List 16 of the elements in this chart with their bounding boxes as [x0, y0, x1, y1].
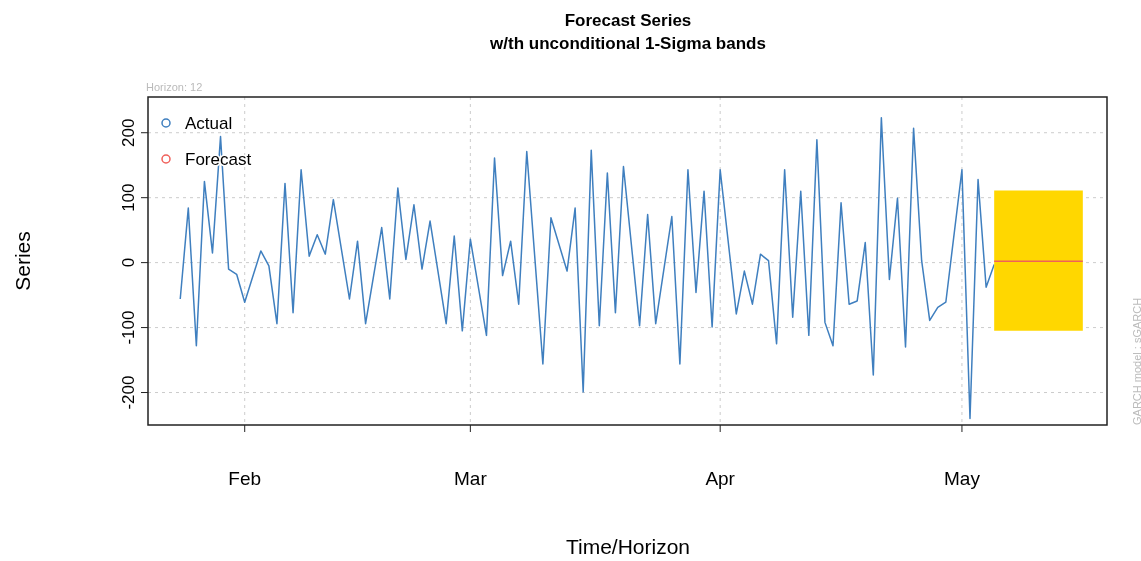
y-tick-label: 200 — [119, 118, 138, 147]
chart-title: Forecast Series — [564, 11, 692, 30]
x-tick-label: Mar — [453, 468, 488, 489]
x-tick-label: Apr — [705, 468, 736, 489]
chart-subtitle: w/th unconditional 1-Sigma bands — [489, 34, 766, 53]
x-tick-label: May — [943, 468, 981, 489]
legend-label: Actual — [185, 114, 233, 133]
text: GARCH model : sGARCH — [1131, 297, 1141, 425]
y-tick-label: 100 — [119, 183, 138, 212]
text: Horizon: 12 — [146, 81, 203, 93]
x-tick-label: Feb — [228, 468, 262, 489]
y-tick-label: 0 — [119, 257, 138, 268]
y-axis-title: Series — [11, 231, 34, 291]
x-axis-title: Time/Horizon — [565, 535, 691, 558]
y-tick-label: -200 — [119, 375, 138, 410]
y-tick-label: -100 — [119, 310, 138, 345]
